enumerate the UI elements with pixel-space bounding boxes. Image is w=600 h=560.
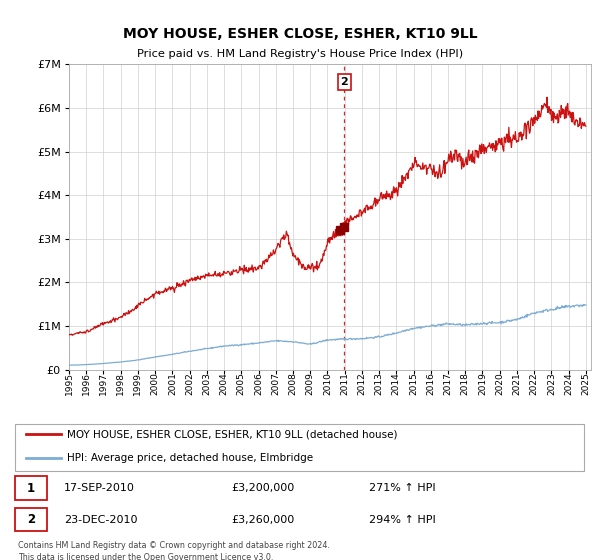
Text: £3,200,000: £3,200,000 xyxy=(231,483,294,493)
Text: 2005: 2005 xyxy=(237,372,246,395)
FancyBboxPatch shape xyxy=(15,508,47,531)
Text: 2025: 2025 xyxy=(581,372,590,395)
Text: 2007: 2007 xyxy=(271,372,280,395)
Text: Contains HM Land Registry data © Crown copyright and database right 2024.
This d: Contains HM Land Registry data © Crown c… xyxy=(18,541,330,560)
FancyBboxPatch shape xyxy=(15,424,584,470)
Text: 2012: 2012 xyxy=(358,372,367,395)
Text: 2006: 2006 xyxy=(254,372,263,395)
Text: 2021: 2021 xyxy=(512,372,521,395)
Text: 23-DEC-2010: 23-DEC-2010 xyxy=(64,515,137,525)
Text: 271% ↑ HPI: 271% ↑ HPI xyxy=(369,483,436,493)
Text: 2003: 2003 xyxy=(202,372,211,395)
Text: 2016: 2016 xyxy=(426,372,435,395)
Text: 2001: 2001 xyxy=(168,372,177,395)
Text: 2013: 2013 xyxy=(374,372,383,395)
Text: 2020: 2020 xyxy=(495,372,504,395)
Text: 1: 1 xyxy=(26,482,35,494)
Text: 2015: 2015 xyxy=(409,372,418,395)
Text: 2004: 2004 xyxy=(220,372,229,395)
Text: HPI: Average price, detached house, Elmbridge: HPI: Average price, detached house, Elmb… xyxy=(67,453,313,463)
Text: 2010: 2010 xyxy=(323,372,332,395)
Text: 2002: 2002 xyxy=(185,372,194,395)
Text: 2000: 2000 xyxy=(151,372,160,395)
Text: MOY HOUSE, ESHER CLOSE, ESHER, KT10 9LL: MOY HOUSE, ESHER CLOSE, ESHER, KT10 9LL xyxy=(122,27,478,41)
Text: 1996: 1996 xyxy=(82,372,91,395)
Text: 1997: 1997 xyxy=(99,372,108,395)
Text: £3,260,000: £3,260,000 xyxy=(231,515,294,525)
Text: 2022: 2022 xyxy=(530,372,539,395)
Text: MOY HOUSE, ESHER CLOSE, ESHER, KT10 9LL (detached house): MOY HOUSE, ESHER CLOSE, ESHER, KT10 9LL … xyxy=(67,430,397,440)
Text: 2024: 2024 xyxy=(564,372,573,395)
Text: 294% ↑ HPI: 294% ↑ HPI xyxy=(369,515,436,525)
Text: 1995: 1995 xyxy=(65,372,74,395)
Text: 2011: 2011 xyxy=(340,372,349,395)
Text: 2008: 2008 xyxy=(289,372,298,395)
Text: 2009: 2009 xyxy=(305,372,314,395)
Text: 1998: 1998 xyxy=(116,372,125,395)
Text: 2018: 2018 xyxy=(461,372,470,395)
Text: 2: 2 xyxy=(340,77,348,87)
Text: 17-SEP-2010: 17-SEP-2010 xyxy=(64,483,135,493)
Text: Price paid vs. HM Land Registry's House Price Index (HPI): Price paid vs. HM Land Registry's House … xyxy=(137,49,463,59)
Text: 2014: 2014 xyxy=(392,372,401,395)
Text: 2023: 2023 xyxy=(547,372,556,395)
Text: 2: 2 xyxy=(26,513,35,526)
FancyBboxPatch shape xyxy=(15,477,47,500)
Text: 2017: 2017 xyxy=(443,372,452,395)
Text: 1999: 1999 xyxy=(133,372,142,395)
Text: 2019: 2019 xyxy=(478,372,487,395)
